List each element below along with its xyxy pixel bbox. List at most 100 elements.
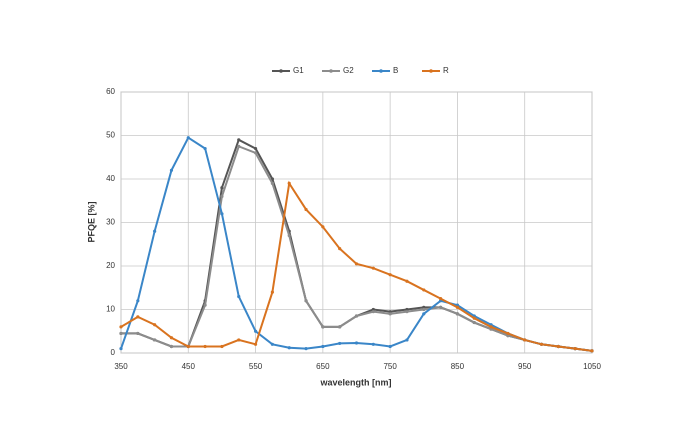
data-point xyxy=(220,194,224,198)
data-point xyxy=(270,177,274,181)
data-point xyxy=(388,344,392,349)
data-point xyxy=(472,316,476,320)
data-point xyxy=(539,342,544,346)
data-point xyxy=(388,273,392,277)
data-point xyxy=(422,307,426,312)
data-point xyxy=(371,342,375,346)
data-point xyxy=(119,331,123,336)
data-point xyxy=(439,305,443,309)
data-point xyxy=(388,312,392,316)
x-tick-label: 950 xyxy=(518,362,532,371)
data-point xyxy=(472,320,476,325)
data-point xyxy=(321,344,325,349)
data-point xyxy=(556,344,560,349)
data-point xyxy=(590,349,594,353)
legend-label: G1 xyxy=(293,66,304,75)
x-tick-label: 750 xyxy=(383,362,397,371)
data-point xyxy=(153,323,157,327)
legend-label: G2 xyxy=(343,66,354,75)
series-line xyxy=(120,180,593,352)
data-point xyxy=(169,344,174,349)
data-point xyxy=(405,338,409,342)
data-point xyxy=(237,144,241,148)
data-point xyxy=(371,266,375,270)
series-line xyxy=(121,138,593,352)
legend-label: R xyxy=(443,66,449,75)
data-point xyxy=(136,299,140,303)
data-point xyxy=(270,290,274,294)
data-point xyxy=(287,346,291,350)
data-point xyxy=(405,279,409,283)
data-point xyxy=(186,136,190,140)
data-point xyxy=(237,294,241,299)
data-point xyxy=(119,325,123,329)
data-point xyxy=(422,288,426,292)
data-point xyxy=(237,138,241,142)
x-axis-title: wavelength [nm] xyxy=(319,377,391,387)
data-point xyxy=(338,247,342,251)
data-point xyxy=(253,329,258,333)
data-point xyxy=(153,229,157,233)
data-point xyxy=(203,344,207,349)
data-point xyxy=(304,299,308,303)
data-point xyxy=(220,212,224,216)
data-point xyxy=(506,331,510,336)
data-point xyxy=(153,338,157,342)
data-point xyxy=(203,303,207,307)
data-point xyxy=(304,347,308,351)
y-tick-label: 20 xyxy=(106,261,115,270)
y-axis-title: PFQE [%] xyxy=(86,201,96,242)
data-point xyxy=(304,207,308,212)
data-point xyxy=(354,314,359,318)
data-point xyxy=(354,341,359,345)
x-tick-label: 550 xyxy=(249,362,263,371)
data-point xyxy=(371,310,375,314)
series-line xyxy=(121,145,593,352)
y-tick-label: 40 xyxy=(106,174,115,183)
data-point xyxy=(237,338,241,342)
data-point xyxy=(455,312,460,316)
data-point xyxy=(489,325,493,329)
x-tick-label: 450 xyxy=(182,362,196,371)
x-tick-label: 650 xyxy=(316,362,330,371)
x-tick-label: 850 xyxy=(451,362,465,371)
data-point xyxy=(169,168,174,172)
data-point xyxy=(169,336,174,340)
data-point xyxy=(186,344,190,349)
legend-marker xyxy=(279,69,283,73)
data-point xyxy=(270,342,274,346)
data-point xyxy=(253,151,258,155)
data-point xyxy=(523,338,527,342)
data-point xyxy=(287,181,291,185)
y-tick-label: 10 xyxy=(106,305,115,314)
data-point xyxy=(270,181,274,185)
legend-marker xyxy=(429,69,433,73)
data-point xyxy=(119,347,123,351)
data-point xyxy=(573,347,577,351)
data-point xyxy=(253,146,258,151)
y-tick-label: 50 xyxy=(106,131,115,140)
legend-marker xyxy=(379,69,383,73)
data-point xyxy=(439,297,443,301)
y-tick-label: 30 xyxy=(106,218,115,227)
legend-marker xyxy=(329,69,333,73)
data-point xyxy=(455,305,460,309)
data-point xyxy=(287,233,291,238)
data-point xyxy=(321,325,325,329)
data-point xyxy=(338,325,342,329)
series-line xyxy=(120,136,593,352)
y-tick-label: 0 xyxy=(111,348,116,357)
data-point xyxy=(354,262,359,266)
legend-label: B xyxy=(393,66,398,75)
data-point xyxy=(136,315,140,319)
data-point xyxy=(203,146,207,151)
data-point xyxy=(321,225,325,229)
data-point xyxy=(220,344,224,349)
data-point xyxy=(136,331,140,336)
data-point xyxy=(220,186,224,190)
data-point xyxy=(338,341,342,346)
data-point xyxy=(405,310,409,314)
data-point xyxy=(253,342,258,346)
x-tick-label: 350 xyxy=(114,362,128,371)
